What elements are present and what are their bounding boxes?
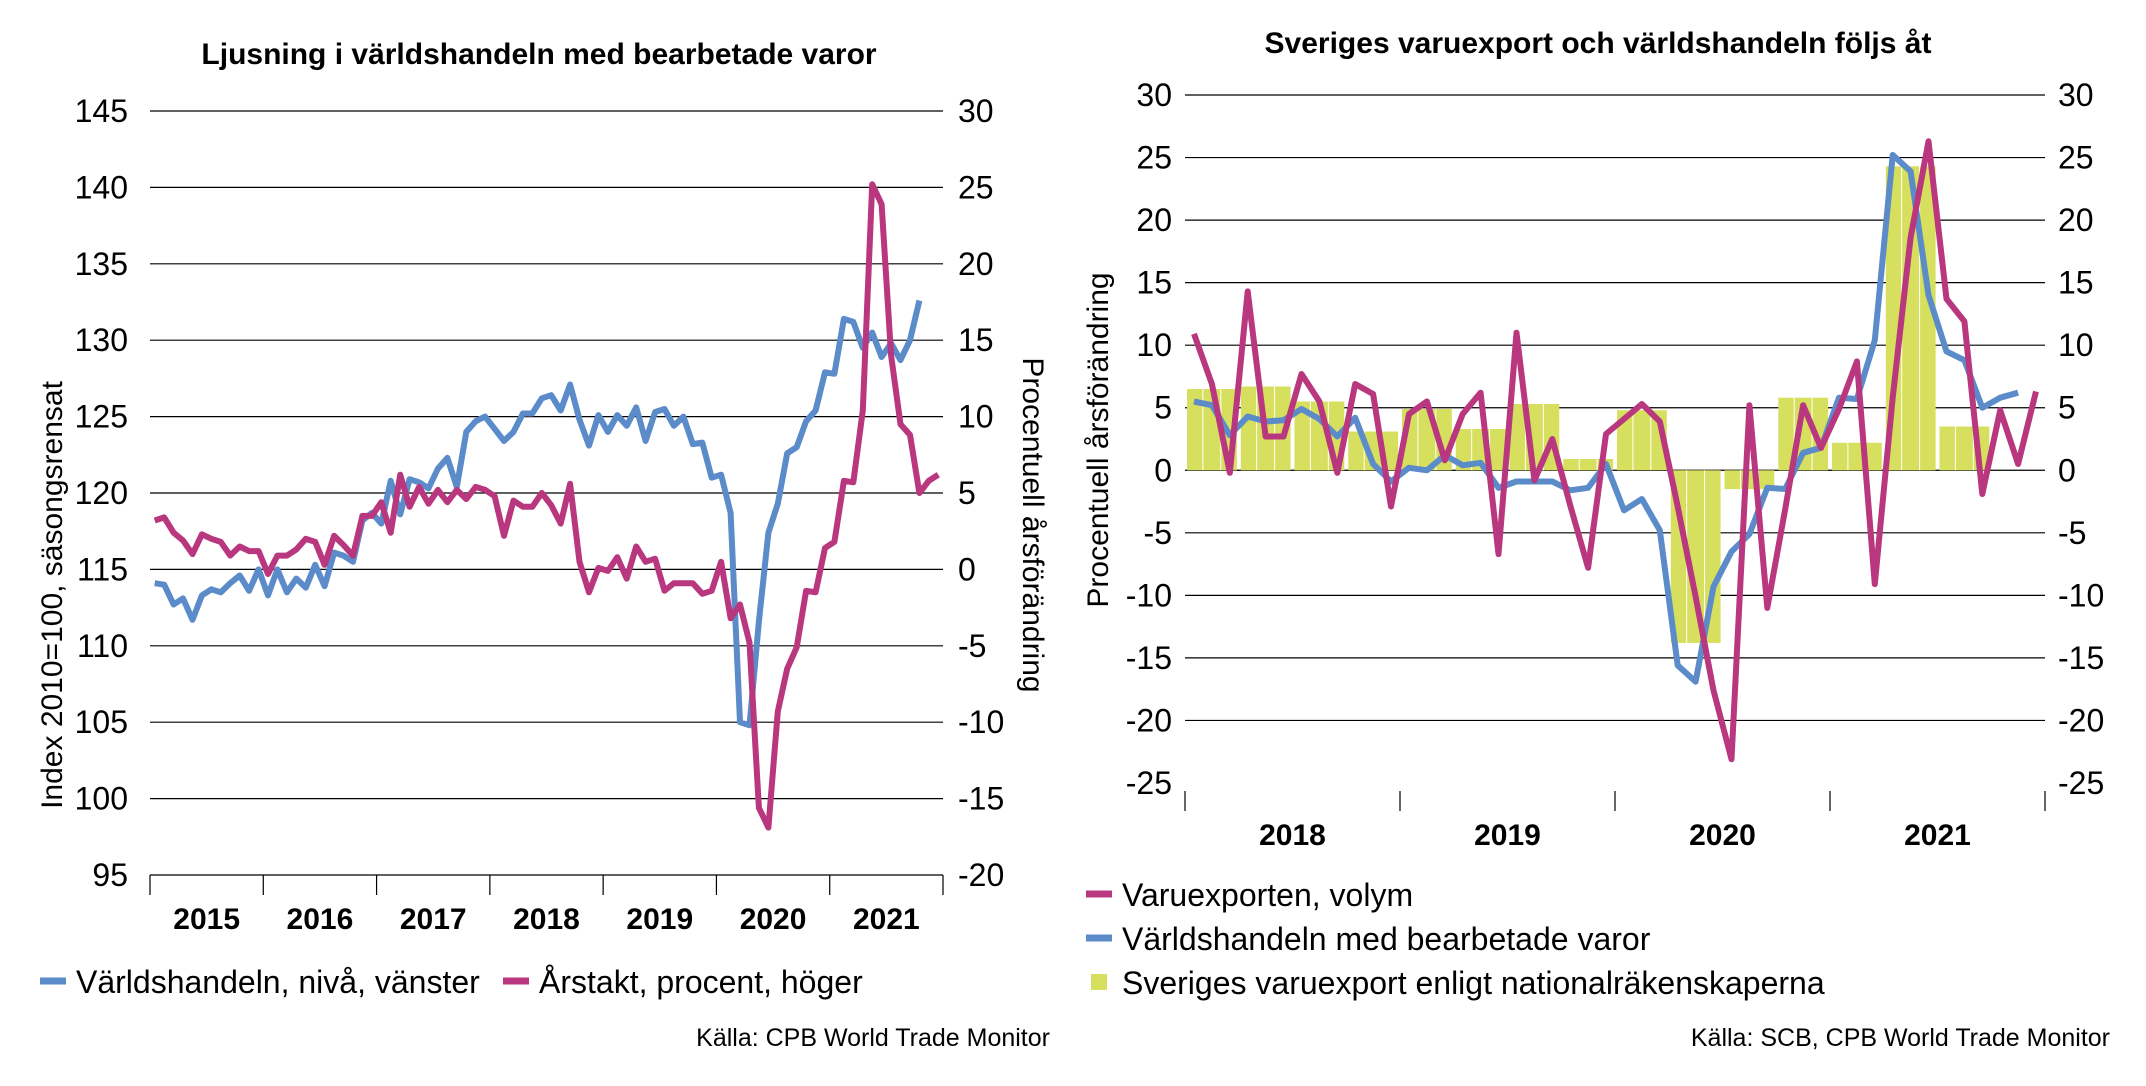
left-gridlines [150,110,943,876]
y-tick-label-right: 30 [2058,77,2094,113]
y-tick-label-left: 25 [1136,140,1172,176]
y-tick-label-left: 105 [75,704,128,740]
y-tick-label-right: 10 [958,399,994,435]
series-line-rate [153,181,940,831]
bar-2021Q1 [1832,442,1882,471]
x-tick-label: 2021 [853,903,920,936]
right-legend-export: Varuexporten, volym [1122,877,1413,913]
y-tick-label-right: 10 [2058,327,2094,363]
y-tick-label-right: 15 [958,322,994,358]
x-tick-label: 2016 [287,903,354,936]
right-y-axis-left-ticks: 30 25 20 15 10 5 0 -5 -10 -15 -20 -25 [1126,77,1172,801]
y-tick-label-left: 140 [75,169,128,205]
right-x-axis: 2018 2019 2020 2021 [1184,791,2046,852]
y-tick-label-right: -25 [2058,765,2104,801]
y-tick-label-right: -5 [958,628,986,664]
y-tick-label-left: -15 [1126,640,1172,676]
bar-2019Q4 [1563,459,1614,471]
x-tick-label: 2019 [626,903,693,936]
y-tick-label-left: 130 [75,322,128,358]
y-tick-label-left: -5 [1144,515,1172,551]
left-y-axis-label: Index 2010=100, säsongsrensat [36,380,69,808]
y-tick-label-left: 110 [77,628,128,664]
y-tick-label-left: 120 [75,475,128,511]
y-tick-label-right: -20 [958,857,1004,893]
y-tick-label-right: -10 [2058,577,2104,613]
x-tick-label: 2020 [740,903,807,936]
left-legend-rate: Årstakt, procent, höger [539,964,863,1000]
x-tick-label: 2021 [1904,819,1971,852]
left-y-axis-left-ticks: 145 140 135 130 125 120 115 110 105 100 95 [75,93,128,893]
x-tick-label: 2018 [1259,819,1326,852]
right-series [1191,138,2039,763]
right-chart: Sveriges varuexport och världshandeln fö… [1082,27,2110,1052]
y-tick-label-right: 30 [958,93,994,129]
y-tick-label-right: 25 [2058,140,2094,176]
y-tick-label-left: 115 [77,551,128,587]
y-tick-label-left: 125 [75,399,128,435]
left-y-axis-right-ticks: 30 25 20 15 10 5 0 -5 -10 -15 -20 [958,93,1004,893]
left-x-axis: 2015 2016 2017 2018 2019 2020 2021 [149,875,944,936]
y-tick-label-left: -10 [1126,577,1172,613]
series-line-worldtrade [1193,152,2019,685]
y-tick-label-right: 20 [2058,202,2094,238]
left-legend-level: Världshandeln, nivå, vänster [76,964,480,1000]
y-tick-label-right: 5 [2058,390,2076,426]
left-chart-title: Ljusning i världshandeln med bearbetade … [201,38,877,71]
left-source: Källa: CPB World Trade Monitor [696,1024,1050,1052]
left-chart: Ljusning i världshandeln med bearbetade … [36,38,1050,1052]
right-y-axis-right-ticks: 30 25 20 15 10 5 0 -5 -10 -15 -20 -25 [2058,77,2104,801]
right-legend-worldtrade: Världshandeln med bearbetade varor [1122,921,1651,957]
y-tick-label-right: 25 [958,169,994,205]
y-tick-label-left: 95 [92,857,128,893]
y-tick-label-left: 100 [75,781,128,817]
left-y2-axis-label: Procentuell årsförändring [1016,357,1049,692]
right-legend-swatch-national [1091,974,1107,990]
y-tick-label-right: 15 [2058,265,2094,301]
y-tick-label-left: 5 [1154,390,1172,426]
y-tick-label-left: 145 [75,93,128,129]
right-bars [1187,166,1990,643]
y-tick-label-left: 30 [1136,77,1172,113]
y-tick-label-left: 135 [75,246,128,282]
y-tick-label-left: -20 [1126,702,1172,738]
x-tick-label: 2020 [1689,819,1756,852]
y-tick-label-right: 0 [2058,452,2076,488]
x-tick-label: 2015 [173,903,240,936]
left-series [153,181,940,831]
y-tick-label-right: -20 [2058,702,2104,738]
y-tick-label-left: 0 [1154,452,1172,488]
right-legend-national: Sveriges varuexport enligt nationalräken… [1122,965,1825,1001]
y-tick-label-right: 5 [958,475,976,511]
y-tick-label-right: -5 [2058,515,2086,551]
series-line-level [154,299,923,729]
x-tick-label: 2017 [400,903,467,936]
y-tick-label-right: -15 [958,781,1004,817]
x-tick-label: 2018 [513,903,580,936]
y-tick-label-right: -10 [958,704,1004,740]
bar-2021Q2 [1885,166,1936,471]
bar-2020Q3 [1724,470,1775,490]
right-y-axis-label: Procentuell årsförändring [1082,272,1115,607]
y-tick-label-right: 0 [958,551,976,587]
y-tick-label-right: 20 [958,246,994,282]
y-tick-label-left: 10 [1136,327,1172,363]
y-tick-label-left: 20 [1136,202,1172,238]
x-tick-label: 2019 [1474,819,1541,852]
y-tick-label-right: -15 [2058,640,2104,676]
right-chart-title: Sveriges varuexport och världshandeln fö… [1265,27,1932,60]
y-tick-label-left: -25 [1126,765,1172,801]
right-source: Källa: SCB, CPB World Trade Monitor [1691,1024,2110,1052]
series-line-export [1191,138,2039,763]
y-tick-label-left: 15 [1136,265,1172,301]
